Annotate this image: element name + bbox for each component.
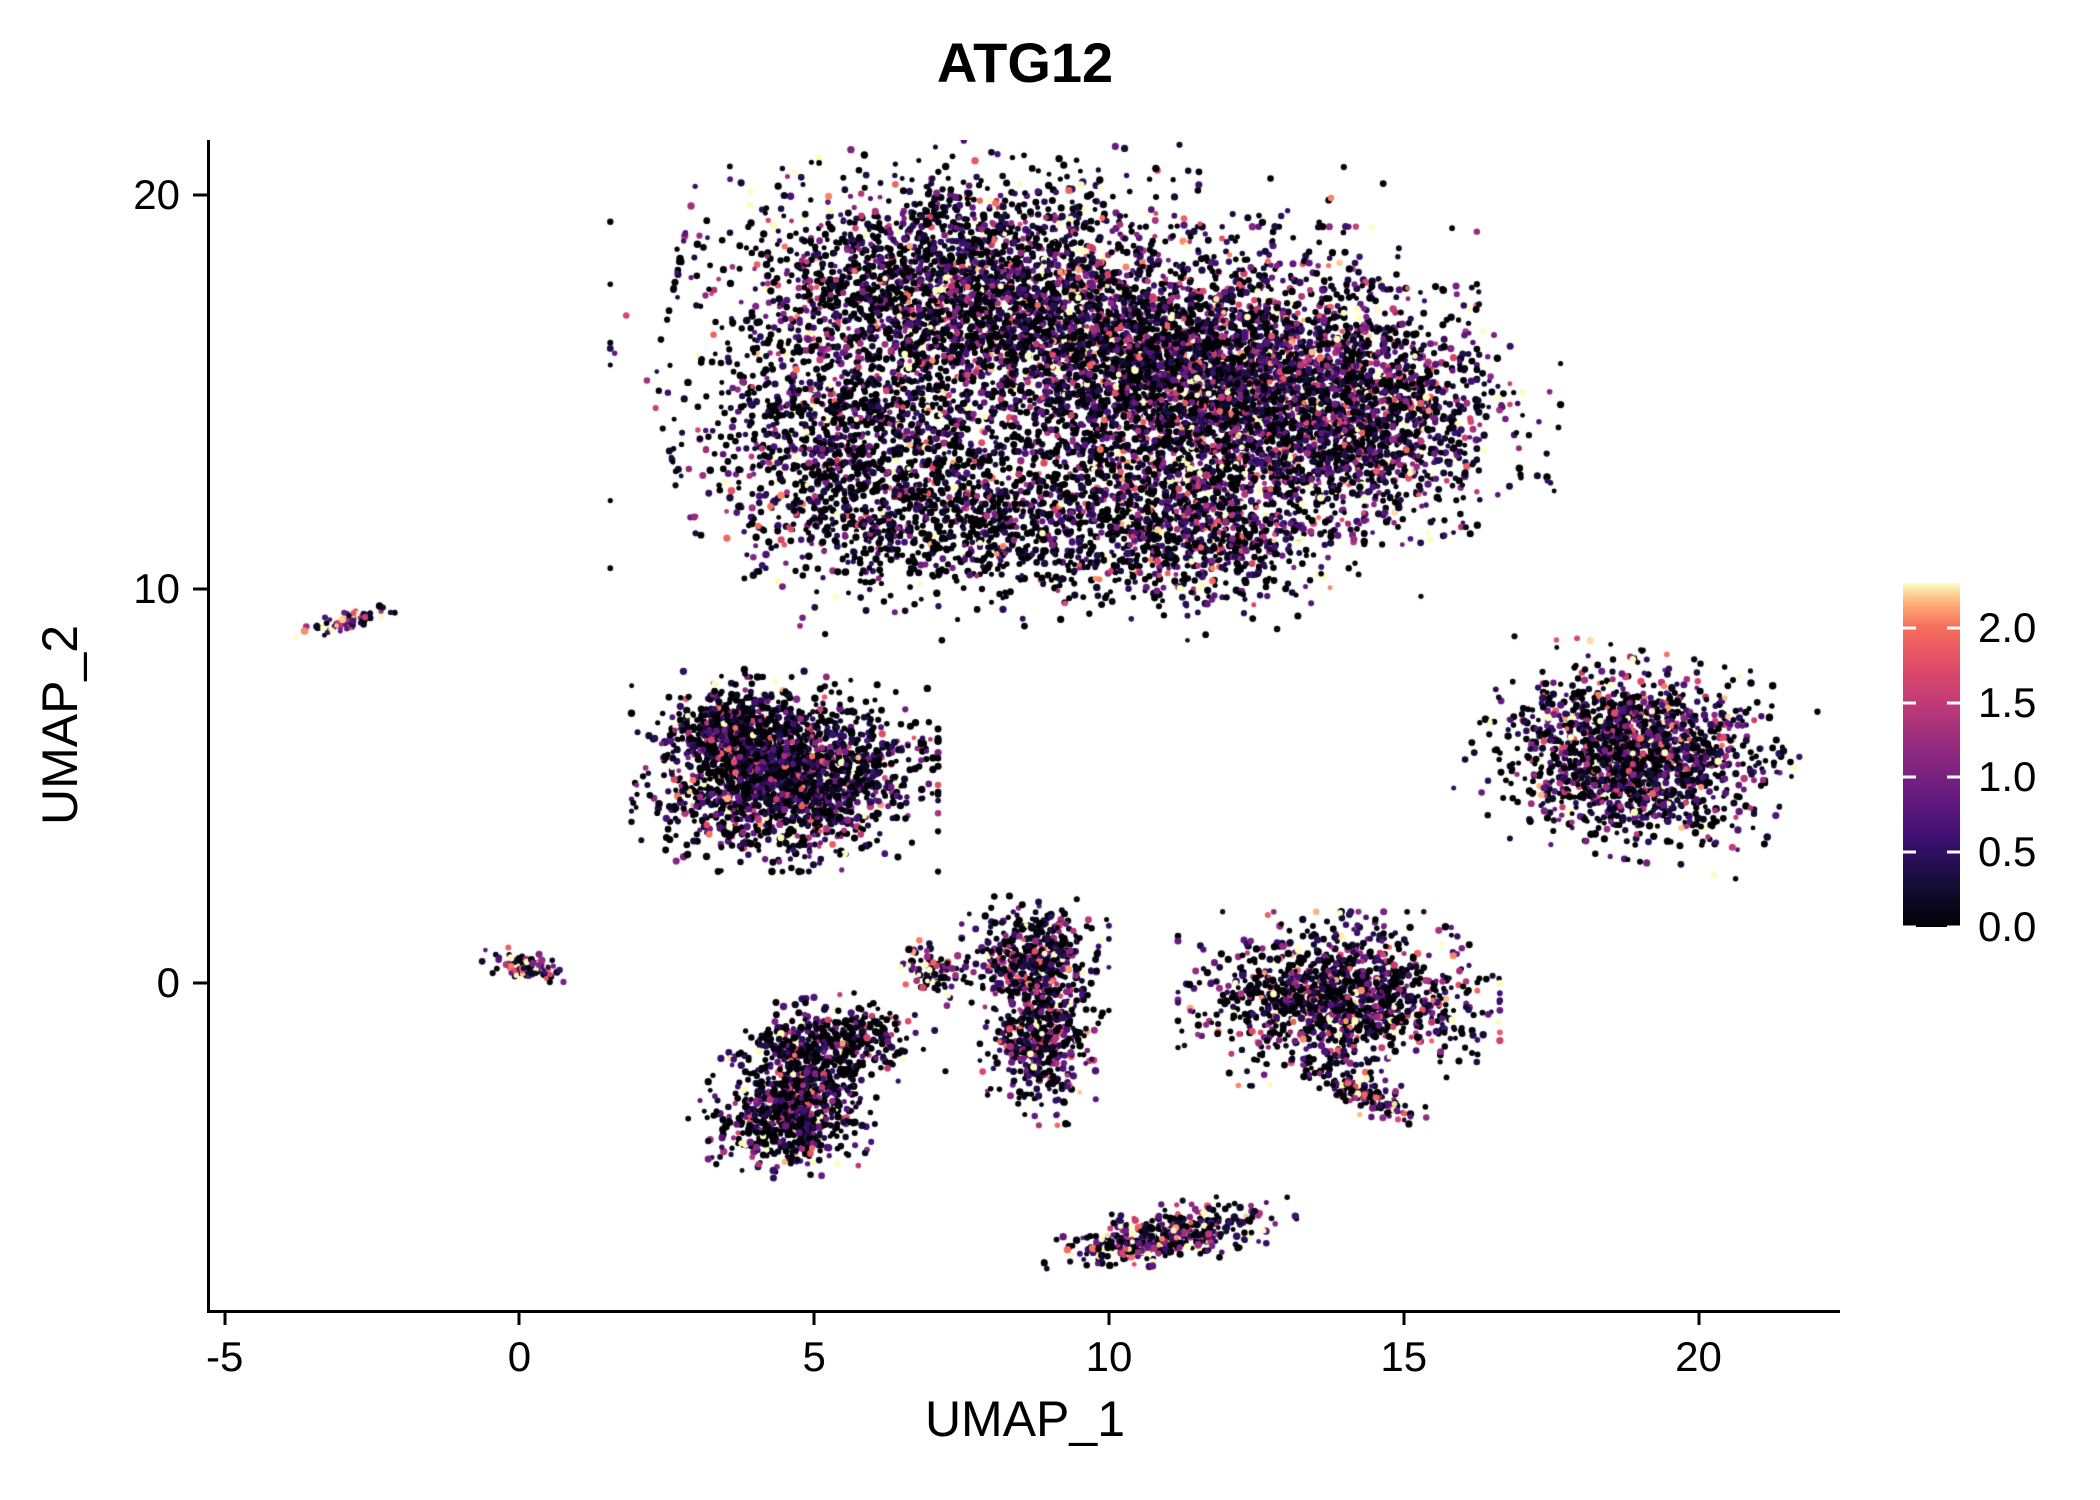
colorbar-tick-mark [1947, 775, 1960, 779]
colorbar-legend [1903, 583, 1960, 929]
colorbar-tick-label: 0.0 [1978, 903, 2037, 950]
colorbar-tick-mark [1903, 626, 1916, 630]
colorbar-tick-label: 0.5 [1978, 828, 2037, 876]
plot-title: ATG12 [936, 31, 1114, 94]
colorbar-gradient [1903, 583, 1960, 927]
colorbar-tick-mark [1947, 925, 1960, 929]
x-tick-label: 15 [1380, 1333, 1428, 1380]
colorbar-tick-label: 1.5 [1978, 678, 2037, 726]
colorbar-tick-label: 2.0 [1978, 603, 2037, 651]
y-tick-label: 20 [133, 171, 180, 219]
x-tick-mark [1107, 1310, 1111, 1325]
scatter-points-canvas [210, 140, 1840, 1310]
x-axis-line [207, 1310, 1840, 1313]
colorbar-tick-mark [1903, 925, 1916, 929]
x-tick-mark [1697, 1310, 1701, 1325]
x-tick-label: -5 [206, 1333, 244, 1380]
x-tick-mark [1402, 1310, 1406, 1325]
colorbar-tick-mark [1947, 850, 1960, 854]
y-axis-label: UMAP_2 [32, 624, 88, 826]
x-axis-label: UMAP_1 [924, 1391, 1126, 1447]
colorbar-tick-mark [1947, 626, 1960, 630]
x-tick-mark [812, 1310, 816, 1325]
y-tick-mark [193, 981, 207, 985]
x-tick-label: 10 [1085, 1333, 1133, 1380]
x-tick-label: 0 [507, 1333, 532, 1380]
colorbar-tick-mark [1903, 775, 1916, 779]
x-tick-mark [223, 1310, 227, 1325]
y-tick-mark [193, 587, 207, 591]
colorbar-tick-mark [1903, 850, 1916, 854]
x-tick-label: 5 [802, 1333, 826, 1380]
x-tick-mark [517, 1310, 521, 1325]
y-tick-mark [193, 193, 207, 197]
y-tick-label: 10 [133, 565, 180, 613]
plot-panel [210, 140, 1840, 1310]
colorbar-tick-label: 1.0 [1978, 753, 2037, 801]
x-tick-label: 20 [1675, 1333, 1722, 1380]
colorbar-tick-mark [1903, 701, 1916, 705]
colorbar-tick-mark [1947, 701, 1960, 705]
y-axis-line [207, 140, 210, 1313]
y-tick-label: 0 [156, 959, 180, 1007]
